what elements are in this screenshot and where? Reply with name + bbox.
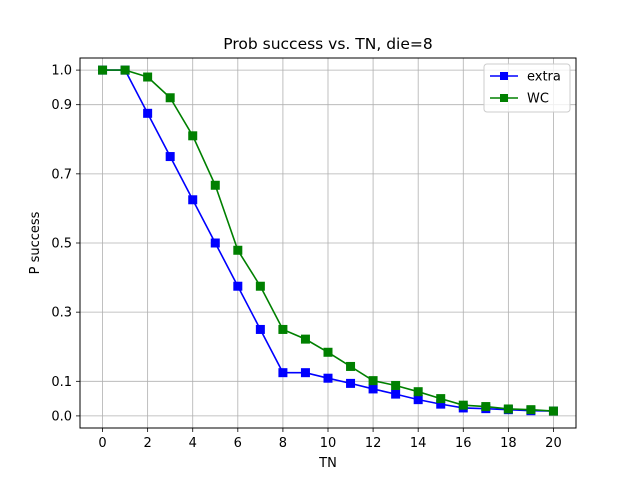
data-point-wc [120, 65, 130, 75]
data-point-wc [255, 281, 265, 291]
data-point-wc [436, 394, 446, 404]
x-axis-label: TN [318, 456, 337, 471]
data-point-wc [143, 72, 153, 82]
data-point-extra [210, 238, 220, 248]
y-tick-label: 0.1 [51, 375, 72, 390]
data-point-extra [233, 281, 243, 291]
x-tick-label: 2 [143, 436, 151, 451]
data-point-wc [526, 405, 536, 415]
data-point-extra [278, 368, 288, 378]
y-tick-label: 0.5 [51, 237, 72, 252]
legend-item-extra: extra [490, 70, 561, 85]
x-tick-label: 4 [189, 436, 197, 451]
chart-title: Prob success vs. TN, die=8 [223, 35, 432, 53]
legend-marker-extra [500, 72, 508, 80]
data-point-extra [413, 395, 423, 405]
legend-label-wc: WC [527, 92, 549, 107]
y-tick-label: 0.7 [51, 167, 72, 182]
data-point-wc [300, 334, 310, 344]
data-point-wc [188, 131, 198, 141]
data-point-wc [278, 324, 288, 334]
data-point-wc [368, 376, 378, 386]
data-point-wc [481, 402, 491, 412]
data-point-wc [210, 180, 220, 190]
x-axis: 0 2 4 6 8 10 12 14 16 18 20 [98, 428, 562, 451]
data-point-wc [548, 406, 558, 416]
data-point-wc [165, 93, 175, 103]
data-point-extra [300, 368, 310, 378]
x-tick-label: 8 [279, 436, 287, 451]
data-point-extra [255, 324, 265, 334]
x-tick-label: 18 [500, 436, 517, 451]
legend: extra WC [483, 63, 571, 113]
data-point-extra [391, 389, 401, 399]
y-tick-label: 0.0 [51, 409, 72, 424]
data-point-extra [143, 108, 153, 118]
y-tick-label: 1.0 [51, 64, 72, 79]
data-point-extra [165, 152, 175, 162]
x-tick-label: 14 [410, 436, 427, 451]
data-point-extra [368, 384, 378, 394]
data-point-wc [391, 380, 401, 390]
x-tick-label: 6 [234, 436, 242, 451]
x-tick-label: 0 [98, 436, 106, 451]
grid [80, 58, 576, 428]
x-tick-label: 16 [455, 436, 472, 451]
y-axis: 0.0 0.1 0.3 0.5 0.7 0.9 1.0 [51, 64, 80, 424]
x-tick-label: 12 [365, 436, 382, 451]
data-point-wc [323, 347, 333, 357]
data-point-wc [503, 404, 513, 414]
data-point-extra [188, 195, 198, 205]
data-point-wc [346, 361, 356, 371]
data-point-extra [346, 378, 356, 388]
y-tick-label: 0.3 [51, 306, 72, 321]
legend-label-extra: extra [527, 70, 561, 85]
data-point-wc [413, 387, 423, 397]
data-point-extra [323, 373, 333, 383]
x-tick-label: 20 [545, 436, 562, 451]
x-tick-label: 10 [320, 436, 337, 451]
data-point-wc [233, 245, 243, 255]
legend-item-wc: WC [490, 92, 549, 107]
series-wc [98, 65, 558, 416]
y-tick-label: 0.9 [51, 98, 72, 113]
data-point-wc [98, 65, 108, 75]
data-point-wc [458, 400, 468, 410]
y-axis-label: P success [28, 211, 43, 274]
series-layer [98, 65, 558, 416]
legend-marker-wc [500, 94, 508, 102]
